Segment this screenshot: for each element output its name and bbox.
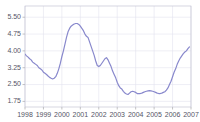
x-grid-line <box>80 6 81 107</box>
y-grid-line <box>25 17 191 18</box>
grid <box>25 6 191 107</box>
page: {"chart_data": {"type": "line", "x": [19… <box>0 0 200 122</box>
x-tick <box>172 107 173 110</box>
x-grid-line <box>98 6 99 107</box>
x-grid-line <box>117 6 118 107</box>
axes: 1998199920002001200220032004200520062007… <box>7 6 199 118</box>
y-grid-line <box>25 101 191 102</box>
x-tick-label: 2001 <box>73 111 89 118</box>
x-tick <box>98 107 99 110</box>
y-tick-label: 5.50 <box>7 13 21 20</box>
plot-frame <box>25 6 191 107</box>
x-tick-label: 2002 <box>91 111 107 118</box>
y-tick <box>23 67 26 68</box>
y-grid-line <box>25 50 191 51</box>
x-tick-label: 2007 <box>183 111 199 118</box>
y-tick-label: 2.50 <box>7 80 21 87</box>
x-tick <box>135 107 136 110</box>
x-grid-line <box>43 6 44 107</box>
x-grid-line <box>172 6 173 107</box>
y-tick-label: 4.00 <box>7 47 21 54</box>
y-tick-label: 4.75 <box>7 30 21 37</box>
y-tick <box>23 34 26 35</box>
x-tick <box>154 107 155 110</box>
chart: 1998199920002001200220032004200520062007… <box>0 0 200 122</box>
x-tick <box>43 107 44 110</box>
x-tick-label: 2000 <box>54 111 70 118</box>
series <box>25 24 189 95</box>
y-grid-line <box>25 34 191 35</box>
data-line <box>25 24 189 95</box>
x-tick <box>80 107 81 110</box>
y-tick <box>23 50 26 51</box>
y-grid-line <box>25 67 191 68</box>
x-tick <box>61 107 62 110</box>
x-tick <box>25 107 26 110</box>
x-tick-label: 2003 <box>109 111 125 118</box>
y-tick-label: 3.25 <box>7 64 21 71</box>
x-tick-label: 1999 <box>36 111 52 118</box>
x-tick-label: 2004 <box>128 111 144 118</box>
x-tick-label: 2005 <box>146 111 162 118</box>
x-tick <box>117 107 118 110</box>
x-tick-label: 2006 <box>165 111 181 118</box>
y-tick <box>23 17 26 18</box>
y-grid-line <box>25 84 191 85</box>
y-tick <box>23 84 26 85</box>
x-tick <box>191 107 192 110</box>
x-tick-label: 1998 <box>17 111 33 118</box>
y-tick-label: 1.75 <box>7 97 21 104</box>
y-tick <box>23 101 26 102</box>
